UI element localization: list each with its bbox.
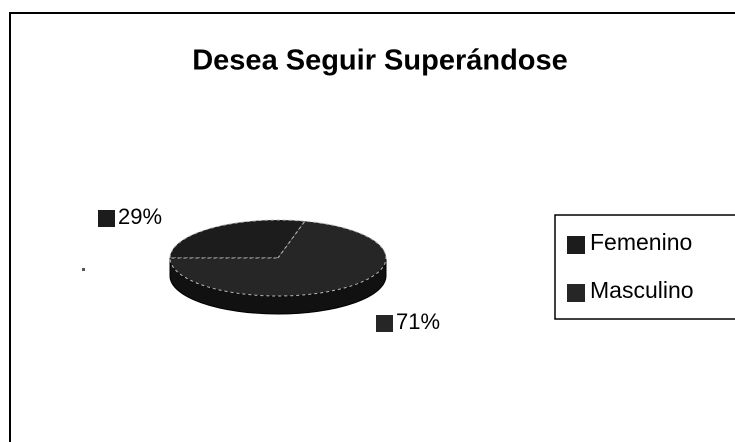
legend-swatch [567,284,585,302]
value-label-swatch [98,210,115,227]
legend-swatch [567,236,585,254]
speck [82,268,85,271]
legend-label: Masculino [590,277,694,303]
value-label: 71% [396,309,440,334]
pie-slice [169,219,306,259]
value-label: 29% [118,204,162,229]
legend-label: Femenino [590,229,692,255]
value-label-swatch [376,315,393,332]
chart-title: Desea Seguir Superándose [192,45,568,77]
pie-slice [169,220,387,297]
